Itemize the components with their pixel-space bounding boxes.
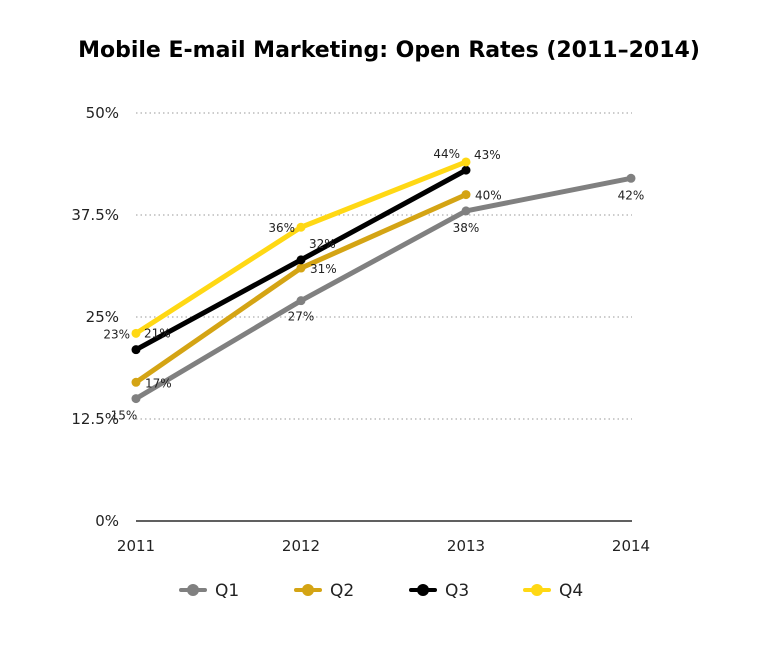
y-tick-label: 0% [95, 512, 119, 530]
data-label-q2: 40% [475, 189, 502, 203]
legend-label: Q3 [445, 581, 469, 601]
data-point-q1 [296, 296, 306, 306]
legend: Q1 Q2 Q3 Q4 [179, 581, 583, 601]
grid-layer [136, 112, 632, 420]
legend-swatch-marker [302, 584, 314, 596]
data-label-q2: 17% [145, 376, 172, 390]
chart-title: Mobile E-mail Marketing: Open Rates (201… [78, 38, 700, 63]
data-point-q4 [131, 328, 141, 338]
data-point-q1 [131, 394, 141, 404]
label-layer: 15% 27% 38% 42% 17% 31% 40% 21% 32% 43% 23% 36% 44% [103, 147, 644, 423]
legend-item-q1: Q1 [179, 581, 239, 601]
data-point-q3 [131, 345, 141, 355]
legend-swatch-marker [187, 584, 199, 596]
legend-label: Q2 [330, 581, 354, 601]
y-tick-label: 50% [86, 104, 119, 122]
data-label-q1: 42% [618, 188, 645, 202]
y-tick-label: 25% [86, 308, 119, 326]
data-label-q3: 32% [309, 237, 336, 251]
data-point-q1 [461, 206, 471, 216]
data-point-q4 [296, 222, 306, 232]
data-label-q2: 31% [310, 262, 337, 276]
legend-label: Q4 [559, 581, 583, 601]
x-tick-label: 2012 [282, 537, 320, 555]
axis-layer: 0% 12.5% 25% 37.5% 50% 2011 2012 2013 2014 [71, 104, 650, 555]
legend-item-q3: Q3 [409, 581, 469, 601]
x-tick-label: 2013 [447, 537, 485, 555]
data-label-q3: 21% [144, 327, 171, 341]
legend-item-q2: Q2 [294, 581, 354, 601]
data-label-q1: 15% [111, 409, 138, 423]
x-tick-label: 2014 [612, 537, 650, 555]
y-tick-label: 37.5% [71, 206, 119, 224]
data-point-q3 [296, 255, 306, 265]
x-tick-label: 2011 [117, 537, 155, 555]
data-label-q3: 43% [474, 148, 501, 162]
data-point-q2 [296, 263, 306, 273]
data-point-q2 [131, 377, 141, 387]
data-label-q4: 44% [433, 147, 460, 161]
legend-swatch-marker [531, 584, 543, 596]
data-point-q4 [461, 157, 471, 167]
data-point-q1 [626, 173, 636, 183]
y-tick-label: 12.5% [71, 410, 119, 428]
legend-label: Q1 [215, 581, 239, 601]
legend-item-q4: Q4 [523, 581, 583, 601]
data-label-q4: 23% [103, 327, 130, 341]
data-label-q1: 38% [453, 221, 480, 235]
legend-swatch-marker [417, 584, 429, 596]
data-label-q4: 36% [268, 221, 295, 235]
series-layer [131, 157, 636, 404]
series-line-q4 [133, 159, 469, 336]
data-label-q1: 27% [288, 310, 315, 324]
data-point-q2 [461, 190, 471, 200]
data-point-q3 [461, 165, 471, 175]
series-line-q1 [133, 175, 634, 402]
